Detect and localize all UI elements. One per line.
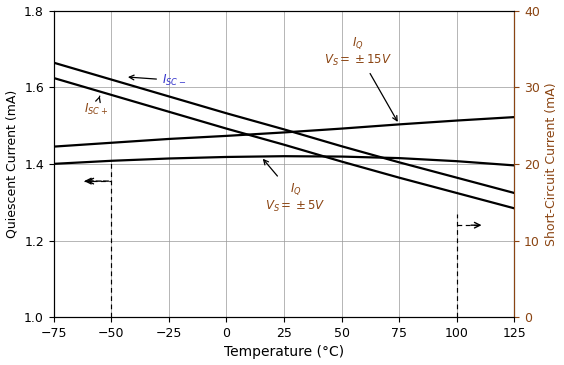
Text: $I_{SC-}$: $I_{SC-}$ (129, 73, 186, 88)
Text: $I_Q$
$V_S = \pm15V$: $I_Q$ $V_S = \pm15V$ (324, 35, 397, 121)
X-axis label: Temperature (°C): Temperature (°C) (224, 345, 344, 360)
Y-axis label: Quiescent Current (mA): Quiescent Current (mA) (6, 90, 19, 238)
Text: $I_{SC+}$: $I_{SC+}$ (83, 96, 108, 116)
Text: $I_Q$
$V_S = \pm5V$: $I_Q$ $V_S = \pm5V$ (263, 160, 326, 214)
Y-axis label: Short-Circuit Current (mA): Short-Circuit Current (mA) (545, 82, 558, 246)
